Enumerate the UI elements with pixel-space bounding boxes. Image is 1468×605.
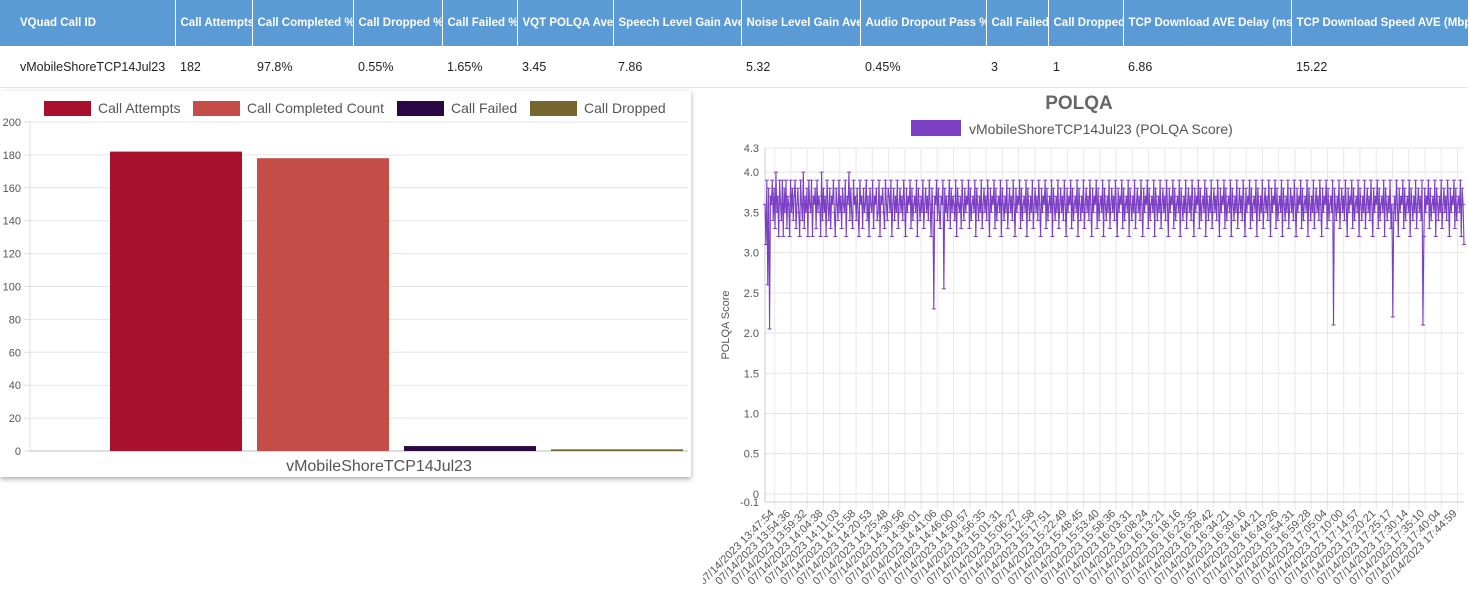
table-cell: 5.32 (741, 46, 860, 88)
y-tick-label: 100 (3, 282, 21, 294)
header-cell-tcp-speed[interactable]: TCP Download Speed AVE (Mbps) (1291, 0, 1468, 46)
header-cell-call-completed-pct[interactable]: Call Completed % (252, 0, 354, 46)
bar-call-dropped (551, 449, 683, 451)
y-tick-label: 0.5 (744, 449, 759, 461)
legend-label: Call Failed (451, 100, 517, 116)
table-cell: vMobileShoreTCP14Jul23 (0, 46, 175, 88)
table-row: vMobileShoreTCP14Jul23 182 97.8% 0.55% 1… (0, 46, 1468, 88)
y-tick-label: 2.5 (744, 288, 759, 300)
table-cell: 3.45 (517, 46, 613, 88)
header-cell-call-id[interactable]: VQuad Call ID (0, 0, 176, 46)
y-tick-label: 2.0 (744, 328, 759, 340)
y-tick-label: 200 (3, 117, 21, 129)
bar-call-completed-count (257, 158, 389, 451)
summary-table: VQuad Call ID Call Attempts Call Complet… (0, 0, 1468, 88)
summary-header-row: VQuad Call ID Call Attempts Call Complet… (0, 0, 1468, 46)
bar-call-attempts (110, 151, 242, 452)
y-tick-label: 3.5 (744, 207, 759, 219)
table-cell: 1.65% (442, 46, 517, 88)
y-tick-label: 80 (9, 314, 21, 326)
legend-label: vMobileShoreTCP14Jul23 (POLQA Score) (969, 121, 1233, 137)
header-cell-call-failed-pct[interactable]: Call Failed % (442, 0, 518, 46)
y-tick-label: 160 (3, 183, 21, 195)
header-cell-speech-gain[interactable]: Speech Level Gain Ave (613, 0, 742, 46)
y-tick-label: 120 (3, 249, 21, 261)
y-tick-label: 1.0 (744, 409, 759, 421)
table-cell: 7.86 (613, 46, 741, 88)
header-cell-noise-gain[interactable]: Noise Level Gain Ave (741, 0, 861, 46)
table-cell: 1 (1048, 46, 1123, 88)
x-axis-category-label: vMobileShoreTCP14Jul23 (286, 458, 472, 475)
y-tick-label: 4.0 (744, 167, 759, 179)
y-tick-label: 0 (15, 446, 21, 458)
header-cell-call-dropped-pct[interactable]: Call Dropped % (353, 0, 443, 46)
call-stats-bar-chart: 0 20 40 60 80 100 120 140 160 180 200 Call Attempts… (3, 100, 688, 475)
legend-swatch (44, 101, 91, 116)
legend-swatch (193, 101, 240, 116)
legend-swatch (911, 120, 961, 136)
legend-swatch (530, 101, 577, 116)
polqa-line-chart-panel: POLQA vMobileShoreTCP14Jul23 (POLQA Score… (697, 91, 1468, 600)
y-tick-label: 1.5 (744, 368, 759, 380)
bar-call-failed (404, 446, 536, 451)
table-cell: 3 (986, 46, 1048, 88)
table-cell: 15.22 (1291, 46, 1468, 88)
y-tick-label: 140 (3, 216, 21, 228)
y-tick-label: 3.0 (744, 248, 759, 260)
legend-label: Call Attempts (98, 100, 180, 116)
table-cell: 182 (175, 46, 252, 88)
legend-swatch (397, 101, 444, 116)
table-cell: 0.55% (353, 46, 442, 88)
header-cell-call-dropped[interactable]: Call Dropped (1048, 0, 1124, 46)
chart-title: POLQA (1045, 93, 1113, 114)
y-tick-label: 20 (9, 413, 21, 425)
header-cell-call-attempts[interactable]: Call Attempts (175, 0, 253, 46)
y-tick-label: 0 (753, 489, 759, 501)
header-cell-tcp-delay[interactable]: TCP Download AVE Delay (ms) (1123, 0, 1292, 46)
y-tick-label: 60 (9, 347, 21, 359)
legend-label: Call Completed Count (247, 100, 384, 116)
table-cell: 97.8% (252, 46, 353, 88)
table-cell: 6.86 (1123, 46, 1291, 88)
legend-label: Call Dropped (584, 100, 666, 116)
y-tick-label: 180 (3, 150, 21, 162)
call-stats-bar-chart-panel: 0 20 40 60 80 100 120 140 160 180 200 Call Attempts… (0, 91, 691, 477)
y-tick-label: 40 (9, 380, 21, 392)
header-cell-audio-dropout[interactable]: Audio Dropout Pass % (860, 0, 987, 46)
table-cell: 0.45% (860, 46, 986, 88)
y-axis-title: POLQA Score (720, 290, 732, 359)
y-tick-label: 4.3 (744, 143, 759, 155)
header-cell-call-failed[interactable]: Call Failed (986, 0, 1049, 46)
polqa-line-chart: POLQA vMobileShoreTCP14Jul23 (POLQA Score… (697, 93, 1466, 587)
polqa-series-line (764, 172, 1465, 330)
header-cell-polqa-ave[interactable]: VQT POLQA Ave (517, 0, 614, 46)
y-tick-label: -0.1 (740, 497, 759, 509)
